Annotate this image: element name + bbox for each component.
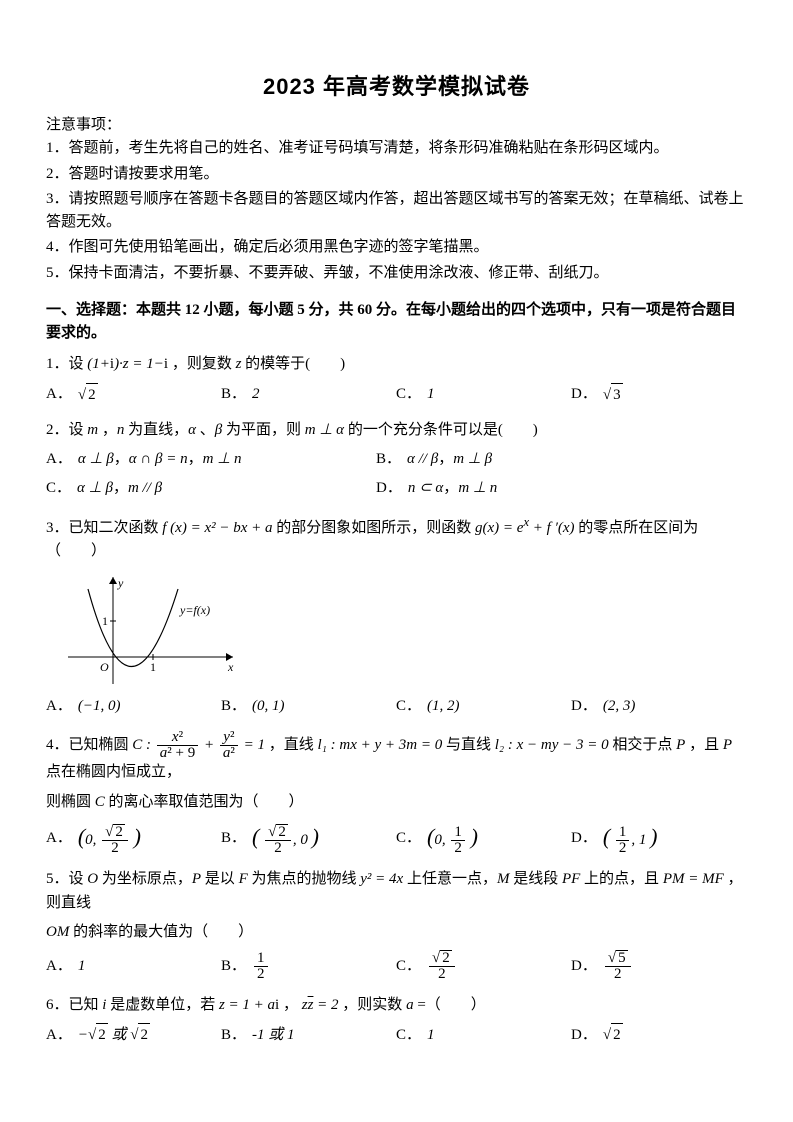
- q3-choice-D: D．(2, 3): [571, 695, 736, 718]
- q1-text: 1．设 (1+i)·z = 1−i ，则复数 z 的模等于( ): [46, 353, 747, 376]
- q3-choices: A．(−1, 0) B．(0, 1) C．(1, 2) D．(2, 3): [46, 695, 747, 722]
- question-1: 1．设 (1+i)·z = 1−i ，则复数 z 的模等于( ) A．2 B．2…: [46, 353, 747, 411]
- instruction-line: 2．答题时请按要求用笔。: [46, 163, 747, 186]
- page-title: 2023 年高考数学模拟试卷: [46, 70, 747, 104]
- q1-choices: A．2 B．2 C．1 D．3: [46, 383, 747, 411]
- q3-choice-A: A．(−1, 0): [46, 695, 211, 718]
- q5-text-1: 5．设 O 为坐标原点，P 是以 F 为焦点的抛物线 y² = 4x 上任意一点…: [46, 868, 747, 915]
- svg-text:O: O: [100, 660, 109, 674]
- q5-choice-C: C． 22: [396, 950, 561, 982]
- question-6: 6．已知 i 是虚数单位，若 z = 1 + ai ， zz = 2 ，则实数 …: [46, 994, 747, 1052]
- q2-choice-B: B．α // β ， m ⊥ β: [376, 448, 696, 471]
- section-1-heading: 一、选择题：本题共 12 小题，每小题 5 分，共 60 分。在每小题给出的四个…: [46, 299, 747, 346]
- q4-choices: A． (0, 22 ) B． ( 22, 0 ) C． (0, 12 ) D． …: [46, 820, 747, 861]
- exam-page: 2023 年高考数学模拟试卷 注意事项： 1．答题前，考生先将自己的姓名、准考证…: [0, 0, 793, 1122]
- svg-text:y=f(x): y=f(x): [179, 603, 210, 617]
- instruction-line: 1．答题前，考生先将自己的姓名、准考证号码填写清楚，将条形码准确粘贴在条形码区域…: [46, 137, 747, 160]
- instructions-heading: 注意事项：: [46, 114, 747, 137]
- instruction-line: 5．保持卡面清洁，不要折暴、不要弄破、弄皱，不准使用涂改液、修正带、刮纸刀。: [46, 262, 747, 285]
- q1-choice-A: A．2: [46, 383, 211, 407]
- q1-choice-D: D．3: [571, 383, 736, 407]
- q6-choice-D: D．2: [571, 1023, 736, 1047]
- q3-choice-B: B．(0, 1): [221, 695, 386, 718]
- q6-choice-B: B．-1 或 1: [221, 1023, 386, 1047]
- svg-text:1: 1: [150, 660, 156, 674]
- q1-choice-B: B．2: [221, 383, 386, 407]
- q2-choices: A．α ⊥ β ，α ∩ β = n ， m ⊥ n B．α // β ， m …: [46, 448, 747, 505]
- q6-choice-C: C．1: [396, 1023, 561, 1047]
- svg-text:y: y: [117, 576, 124, 590]
- q4-choice-A: A． (0, 22 ): [46, 820, 211, 857]
- instruction-line: 4．作图可先使用铅笔画出，确定后必须用黑色字迹的签字笔描黑。: [46, 236, 747, 259]
- q4-choice-C: C． (0, 12 ): [396, 820, 561, 857]
- q4-text: 4．已知椭圆 C : x²a² + 9 + y²a² = 1 ，直线 l₁ : …: [46, 730, 747, 784]
- question-2: 2．设 m ，n 为直线，α 、β 为平面，则 m ⊥ α 的一个充分条件可以是…: [46, 419, 747, 505]
- q6-choices: A．−2 或 2 B．-1 或 1 C．1 D．2: [46, 1023, 747, 1051]
- q6-choice-A: A．−2 或 2: [46, 1023, 211, 1047]
- svg-text:1: 1: [102, 614, 108, 628]
- q2-choice-A: A．α ⊥ β ，α ∩ β = n ， m ⊥ n: [46, 448, 366, 471]
- q5-choices: A．1 B． 12 C． 22 D． 52: [46, 950, 747, 986]
- q3-graph: 1 1 O y x y=f(x): [58, 569, 248, 689]
- q2-choice-D: D．n ⊂ α ， m ⊥ n: [376, 477, 696, 500]
- q5-choice-A: A．1: [46, 950, 211, 982]
- q2-text: 2．设 m ，n 为直线，α 、β 为平面，则 m ⊥ α 的一个充分条件可以是…: [46, 419, 747, 442]
- q4-choice-B: B． ( 22, 0 ): [221, 820, 386, 857]
- q5-choice-D: D． 52: [571, 950, 736, 982]
- question-3: 3．已知二次函数 f (x) = x² − bx + a 的部分图象如图所示，则…: [46, 513, 747, 723]
- q3-choice-C: C．(1, 2): [396, 695, 561, 718]
- q4-text-2: 则椭圆 C 的离心率取值范围为（ ）: [46, 791, 747, 814]
- q5-choice-B: B． 12: [221, 950, 386, 982]
- question-5: 5．设 O 为坐标原点，P 是以 F 为焦点的抛物线 y² = 4x 上任意一点…: [46, 868, 747, 986]
- instructions-block: 注意事项： 1．答题前，考生先将自己的姓名、准考证号码填写清楚，将条形码准确粘贴…: [46, 114, 747, 285]
- q6-text: 6．已知 i 是虚数单位，若 z = 1 + ai ， zz = 2 ，则实数 …: [46, 994, 747, 1017]
- instruction-line: 3．请按照题号顺序在答题卡各题目的答题区域内作答，超出答题区域书写的答案无效；在…: [46, 188, 747, 235]
- q5-text-2: OM 的斜率的最大值为（ ）: [46, 921, 747, 944]
- q4-choice-D: D． ( 12, 1 ): [571, 820, 736, 857]
- q1-choice-C: C．1: [396, 383, 561, 407]
- q3-text: 3．已知二次函数 f (x) = x² − bx + a 的部分图象如图所示，则…: [46, 513, 747, 564]
- q2-choice-C: C．α ⊥ β ， m // β: [46, 477, 366, 500]
- question-4: 4．已知椭圆 C : x²a² + 9 + y²a² = 1 ，直线 l₁ : …: [46, 730, 747, 860]
- svg-text:x: x: [227, 660, 234, 674]
